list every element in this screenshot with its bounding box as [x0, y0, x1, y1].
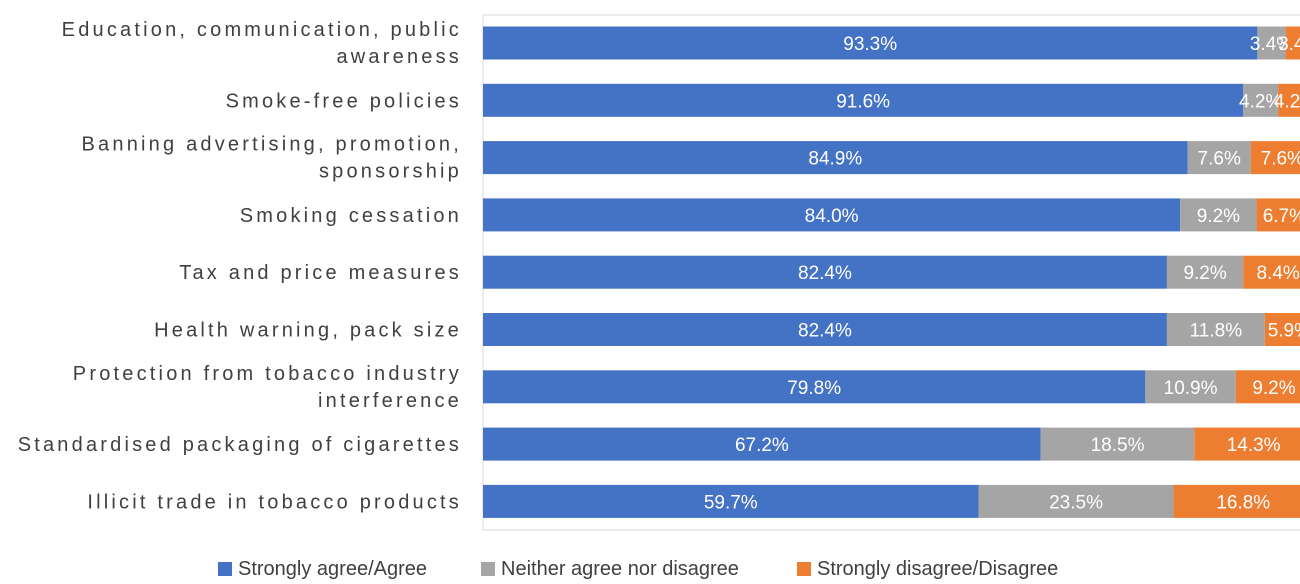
data-label: 7.6%	[1198, 149, 1241, 170]
category-label: Tax and price measures	[179, 262, 462, 284]
data-label: 14.3%	[1227, 435, 1281, 456]
data-label: 4.2%	[1274, 91, 1300, 112]
category-label-line: Protection from tobacco industry	[73, 363, 462, 385]
legend-swatch	[481, 562, 495, 576]
category-label-line: awareness	[336, 46, 462, 68]
data-label: 7.6%	[1261, 149, 1300, 170]
legend-swatch	[797, 562, 811, 576]
bar-segment	[1285, 26, 1300, 60]
category-label-line: Tax and price measures	[179, 262, 462, 284]
data-label: 67.2%	[735, 435, 789, 456]
category-label: Health warning, pack size	[154, 320, 462, 342]
bar-segment	[483, 26, 1258, 60]
bar-segment	[1040, 427, 1195, 461]
bar-segment	[1257, 26, 1286, 60]
bar-segment	[483, 313, 1167, 346]
data-label: 23.5%	[1049, 492, 1103, 513]
bar-segment	[1194, 427, 1300, 461]
bar-segment	[1166, 255, 1244, 289]
data-label: 16.8%	[1216, 492, 1270, 513]
legend-label: Strongly agree/Agree	[238, 558, 427, 580]
data-label: 79.8%	[787, 378, 841, 399]
legend-item: Strongly agree/Agree	[218, 558, 427, 580]
legend-swatch	[218, 562, 232, 576]
data-label: 84.0%	[805, 206, 859, 227]
data-label: 84.9%	[808, 149, 862, 170]
bar-segment	[1187, 141, 1251, 175]
bar-segment	[1264, 313, 1300, 346]
category-label: Banning advertising, promotion, sponsorsh…	[82, 134, 462, 183]
legend-label: Neither agree nor disagree	[501, 558, 739, 580]
category-label-line: sponsorship	[319, 161, 462, 183]
bar-segment	[1180, 198, 1257, 232]
category-label-line: Education, communication, public	[62, 19, 462, 41]
bar-segment	[1256, 198, 1300, 232]
bar-segment	[483, 83, 1244, 117]
category-label-line: interference	[318, 390, 462, 412]
data-label: 4.2%	[1239, 91, 1282, 112]
data-label: 59.7%	[704, 492, 758, 513]
legend-item: Strongly disagree/Disagree	[797, 558, 1058, 580]
legend-item: Neither agree nor disagree	[481, 558, 739, 580]
data-label: 8.4%	[1256, 263, 1299, 284]
legend: Strongly agree/Agree Neither agree nor di…	[218, 558, 1058, 580]
data-label: 5.9%	[1268, 321, 1300, 342]
data-label: 82.4%	[798, 263, 852, 284]
bar-segment	[1250, 141, 1300, 175]
data-label: 10.9%	[1164, 378, 1218, 399]
bar-segment	[483, 198, 1181, 232]
bar-segment	[483, 141, 1188, 175]
bars-layer: 93.3% 3.4%3.4% 91.6% 4.2%4.2% 84.9% 7.6% 7.6% 8…	[483, 26, 1300, 518]
category-label-line: Smoking cessation	[240, 205, 462, 227]
bar-segment	[1173, 484, 1300, 518]
data-label: 91.6%	[836, 91, 890, 112]
category-label: Protection from tobacco industry interfer…	[73, 363, 462, 412]
data-label: 9.2%	[1183, 263, 1226, 284]
legend-label: Strongly disagree/Disagree	[817, 558, 1058, 580]
category-label-line: Health warning, pack size	[154, 320, 462, 342]
category-label-line: Banning advertising, promotion,	[82, 134, 462, 156]
data-label: 82.4%	[798, 321, 852, 342]
bar-segment	[1243, 255, 1300, 289]
bar-segment	[978, 484, 1174, 518]
category-label-line: Standardised packaging of cigarettes	[18, 434, 462, 456]
bar-segment	[1243, 83, 1279, 117]
category-label: Education, communication, public awarenes…	[62, 19, 462, 68]
bar-segment	[1278, 83, 1300, 117]
category-label: Illicit trade in tobacco products	[87, 491, 462, 513]
data-label: 9.2%	[1252, 378, 1295, 399]
data-label: 18.5%	[1091, 435, 1145, 456]
category-label-line: Illicit trade in tobacco products	[87, 491, 462, 513]
data-label: 9.2%	[1197, 206, 1240, 227]
category-label: Smoke-free policies	[226, 90, 462, 112]
bar-segment	[1166, 313, 1265, 346]
data-label: 93.3%	[843, 34, 897, 55]
bar-segment	[483, 255, 1167, 289]
category-labels-layer: Education, communication, public awarenes…	[18, 19, 462, 513]
data-label: 3.4%	[1278, 34, 1300, 55]
bar-segment	[483, 427, 1041, 461]
bar-segment	[483, 370, 1146, 404]
bar-segment	[1145, 370, 1236, 404]
data-label: 6.7%	[1263, 206, 1300, 227]
bar-segment	[1235, 370, 1300, 404]
category-label: Smoking cessation	[240, 205, 462, 227]
category-label-line: Smoke-free policies	[226, 90, 462, 112]
bar-segment	[483, 484, 979, 518]
data-label: 11.8%	[1190, 321, 1243, 342]
category-label: Standardised packaging of cigarettes	[18, 434, 462, 456]
data-label: 3.4%	[1250, 34, 1293, 55]
